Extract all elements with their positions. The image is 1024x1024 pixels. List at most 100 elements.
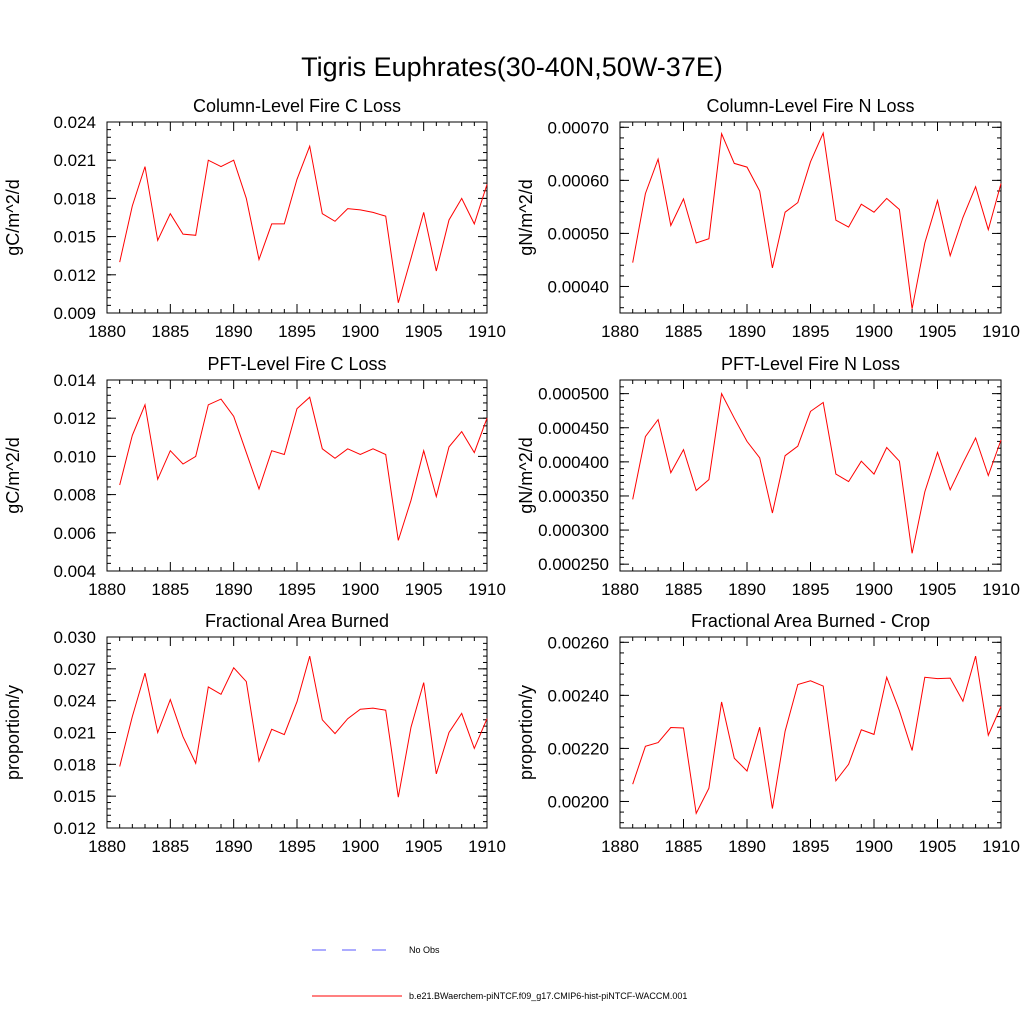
panels-group: 1880 1885 1890 1895 1900 1905 1910 0.009 0.012 0.…	[3, 96, 1020, 856]
series-line-1	[119, 655, 488, 798]
y-tick-label: 0.000400	[538, 453, 609, 472]
x-tick-label: 1895	[792, 322, 830, 341]
y-tick-label: 0.024	[53, 113, 96, 132]
y-axis-label: gC/m^2/d	[3, 179, 23, 255]
x-tick-label: 1885	[151, 580, 189, 599]
y-tick-label: 0.018	[53, 189, 96, 208]
y-tick-label: 0.010	[53, 447, 96, 466]
x-tick-label: 1905	[919, 580, 957, 599]
x-tick-label: 1905	[405, 322, 443, 341]
x-tick-label: 1890	[215, 580, 253, 599]
x-tick-label: 1900	[341, 322, 379, 341]
panel-title: Fractional Area Burned	[205, 611, 389, 631]
x-tick-label: 1900	[855, 322, 893, 341]
legend-label-no-obs: No Obs	[409, 945, 440, 955]
plot-frame	[106, 121, 488, 314]
y-tick-label: 0.018	[53, 755, 96, 774]
x-tick-label: 1880	[601, 580, 639, 599]
legend-label-model: b.e21.BWaerchem-piNTCF.f09_g17.CMIP6-his…	[409, 991, 687, 1001]
chart-panel-2: 1880 1885 1890 1895 1900 1905 1910 0.00040 0.000…	[516, 96, 1020, 341]
x-tick-label: 1895	[278, 837, 316, 856]
x-tick-label: 1895	[278, 580, 316, 599]
panel-title: Column-Level Fire N Loss	[706, 96, 914, 116]
y-tick-label: 0.004	[53, 562, 96, 581]
x-tick-label: 1890	[728, 580, 766, 599]
figure-title: Tigris Euphrates(30-40N,50W-37E)	[301, 52, 723, 82]
x-tick-label: 1890	[728, 322, 766, 341]
x-tick-label: 1880	[88, 322, 126, 341]
panel-title: PFT-Level Fire N Loss	[721, 354, 900, 374]
y-tick-label: 0.00220	[548, 739, 609, 758]
series-line-1	[119, 144, 488, 303]
chart-panel-5: 1880 1885 1890 1895 1900 1905 1910 0.012 0.015 0.…	[3, 611, 506, 856]
y-tick-label: 0.000350	[538, 487, 609, 506]
x-tick-label: 1910	[982, 580, 1020, 599]
plot-frame	[106, 636, 488, 829]
y-tick-label: 0.00200	[548, 792, 609, 811]
x-tick-label: 1900	[341, 837, 379, 856]
x-tick-label: 1890	[728, 837, 766, 856]
x-tick-label: 1905	[405, 580, 443, 599]
y-tick-label: 0.012	[53, 819, 96, 838]
x-tick-label: 1880	[601, 322, 639, 341]
y-tick-label: 0.00050	[548, 224, 609, 243]
y-tick-label: 0.000250	[538, 555, 609, 574]
series-line-1	[119, 396, 488, 541]
y-axis-label: gN/m^2/d	[516, 179, 536, 255]
y-tick-label: 0.000500	[538, 385, 609, 404]
plot-frame	[619, 379, 1002, 572]
x-tick-label: 1890	[215, 322, 253, 341]
y-tick-label: 0.015	[53, 787, 96, 806]
y-axis-label: proportion/y	[516, 685, 536, 780]
x-tick-label: 1905	[919, 837, 957, 856]
y-tick-label: 0.008	[53, 486, 96, 505]
x-tick-label: 1910	[468, 580, 506, 599]
x-tick-label: 1905	[919, 322, 957, 341]
y-tick-label: 0.024	[53, 692, 96, 711]
x-tick-label: 1905	[405, 837, 443, 856]
y-axis-label: proportion/y	[3, 685, 23, 780]
chart-panel-6: 1880 1885 1890 1895 1900 1905 1910 0.00200 0.002…	[516, 611, 1020, 856]
y-tick-label: 0.00040	[548, 277, 609, 296]
x-tick-label: 1880	[88, 837, 126, 856]
y-tick-label: 0.014	[53, 371, 96, 390]
y-tick-label: 0.00240	[548, 686, 609, 705]
panel-title: PFT-Level Fire C Loss	[207, 354, 386, 374]
x-tick-label: 1880	[88, 580, 126, 599]
y-tick-label: 0.00260	[548, 633, 609, 652]
x-tick-label: 1900	[855, 837, 893, 856]
x-tick-label: 1900	[341, 580, 379, 599]
x-tick-label: 1890	[215, 837, 253, 856]
x-tick-label: 1885	[151, 837, 189, 856]
x-tick-label: 1885	[151, 322, 189, 341]
x-tick-label: 1885	[665, 580, 703, 599]
y-tick-label: 0.00070	[548, 118, 609, 137]
x-tick-label: 1895	[792, 580, 830, 599]
y-tick-label: 0.021	[53, 151, 96, 170]
x-tick-label: 1880	[601, 837, 639, 856]
panel-title: Fractional Area Burned - Crop	[691, 611, 930, 631]
x-tick-label: 1910	[982, 837, 1020, 856]
y-tick-label: 0.000300	[538, 521, 609, 540]
series-line-1	[632, 391, 1002, 554]
x-tick-label: 1900	[855, 580, 893, 599]
plot-frame	[619, 636, 1002, 829]
y-tick-label: 0.012	[53, 409, 96, 428]
panel-title: Column-Level Fire C Loss	[193, 96, 401, 116]
y-axis-label: gN/m^2/d	[516, 437, 536, 513]
y-tick-label: 0.015	[53, 228, 96, 247]
y-tick-label: 0.009	[53, 304, 96, 323]
x-tick-label: 1885	[665, 322, 703, 341]
chart-panel-1: 1880 1885 1890 1895 1900 1905 1910 0.009 0.012 0.…	[3, 96, 506, 341]
x-tick-label: 1910	[982, 322, 1020, 341]
x-tick-label: 1895	[278, 322, 316, 341]
y-tick-label: 0.030	[53, 628, 96, 647]
y-axis-label: gC/m^2/d	[3, 437, 23, 513]
x-tick-label: 1885	[665, 837, 703, 856]
y-tick-label: 0.000450	[538, 419, 609, 438]
y-tick-label: 0.00060	[548, 171, 609, 190]
legend: No Obs b.e21.BWaerchem-piNTCF.f09_g17.CM…	[312, 945, 687, 1001]
x-tick-label: 1910	[468, 322, 506, 341]
x-tick-label: 1910	[468, 837, 506, 856]
